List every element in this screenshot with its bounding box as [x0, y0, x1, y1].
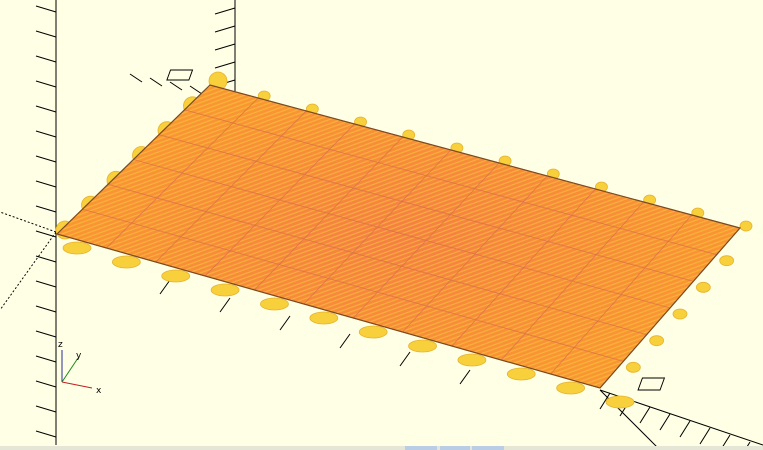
z-ruler-tick — [35, 230, 57, 238]
brim-tab-front — [408, 339, 437, 353]
brim-tab-front — [62, 241, 92, 255]
z-ruler-tick — [35, 205, 57, 213]
brim-tab-front — [210, 283, 240, 297]
x-axis-label: x — [96, 386, 102, 396]
y-ruler-tick — [129, 73, 143, 83]
front-ruler-tick — [279, 315, 291, 331]
print-plate — [55, 84, 742, 389]
front-ruler-tick — [159, 279, 171, 295]
brim-tab-front — [161, 269, 191, 283]
strip-tab-2[interactable] — [440, 446, 470, 450]
strip-tab-1[interactable] — [405, 446, 437, 450]
x-ruler-tick — [599, 392, 611, 410]
plate-grid-line-row — [158, 134, 694, 282]
brim-tab-right — [719, 255, 735, 267]
z-ruler-tick — [35, 180, 57, 188]
brim-tab-front — [556, 381, 586, 395]
plate-grid-line-row — [107, 183, 647, 336]
brim-tab-back — [739, 220, 753, 232]
x-ruler-tick — [679, 420, 691, 438]
plate-grid-line-row — [133, 159, 671, 309]
plate-hatching — [57, 85, 740, 388]
z-ruler-tick — [35, 430, 57, 438]
plate-grid-line-row — [184, 109, 717, 256]
top-ruler-tick — [214, 25, 236, 33]
scale-marker-bottom — [637, 377, 666, 391]
plate-edge — [55, 84, 742, 389]
y-axis-negative-ruler — [0, 231, 57, 311]
z-ruler-tick — [35, 355, 57, 363]
z-ruler-ticks — [35, 5, 57, 438]
brim-tab-front — [111, 255, 141, 269]
z-ruler-tick — [35, 80, 57, 88]
x-axis-negative-ruler — [0, 211, 57, 233]
z-ruler-tick — [35, 5, 57, 13]
plate-grid-lines — [82, 97, 717, 375]
front-ruler-tick — [339, 333, 351, 349]
plate-grid-line-row — [82, 208, 624, 362]
x-ruler-tick — [699, 427, 711, 445]
x-ruler-tick — [744, 441, 751, 450]
brim-tab-front — [457, 353, 487, 367]
z-ruler-tick — [35, 155, 57, 163]
z-ruler-tick — [35, 105, 57, 113]
z-ruler-tick — [35, 380, 57, 388]
z-ruler-tick — [35, 280, 57, 288]
brim-tab-front — [309, 311, 339, 325]
brim-tab-right — [625, 361, 641, 373]
scale-marker-top — [166, 69, 194, 81]
y-ruler-tick — [189, 85, 203, 95]
top-ruler-tick — [214, 7, 236, 15]
y-ruler-tick — [169, 81, 183, 91]
top-ruler-tick — [214, 43, 236, 51]
z-axis-label: z — [58, 340, 63, 350]
z-ruler-tick — [35, 330, 57, 338]
bottom-status-strip — [0, 446, 763, 450]
brim-tab-right — [695, 281, 711, 293]
brim-tab-front — [260, 297, 289, 311]
x-axis-line — [61, 381, 93, 389]
z-ruler-tick — [35, 30, 57, 38]
z-ruler-tick — [35, 305, 57, 313]
y-ruler-tick — [149, 77, 163, 87]
brim-tab-right — [672, 308, 688, 320]
brim-tab-right — [649, 335, 665, 347]
z-ruler-tick — [35, 55, 57, 63]
brim-tab-front — [605, 395, 635, 409]
y-axis-label: y — [76, 351, 82, 361]
z-ruler-tick — [35, 130, 57, 138]
brim-tab-front — [506, 367, 536, 381]
strip-tab-3[interactable] — [472, 446, 504, 450]
brim-tab-front — [358, 325, 388, 339]
x-ruler-tick — [659, 413, 671, 431]
front-ruler-tick — [459, 369, 471, 385]
x-ruler-tick — [639, 406, 651, 424]
top-ruler-tick — [214, 61, 236, 69]
front-ruler-tick — [219, 297, 231, 313]
axis-indicator: z x y — [58, 340, 102, 396]
y-axis-line — [61, 357, 79, 383]
z-ruler-tick — [35, 255, 57, 263]
front-ruler-tick — [399, 351, 411, 367]
z-ruler-tick — [35, 405, 57, 413]
